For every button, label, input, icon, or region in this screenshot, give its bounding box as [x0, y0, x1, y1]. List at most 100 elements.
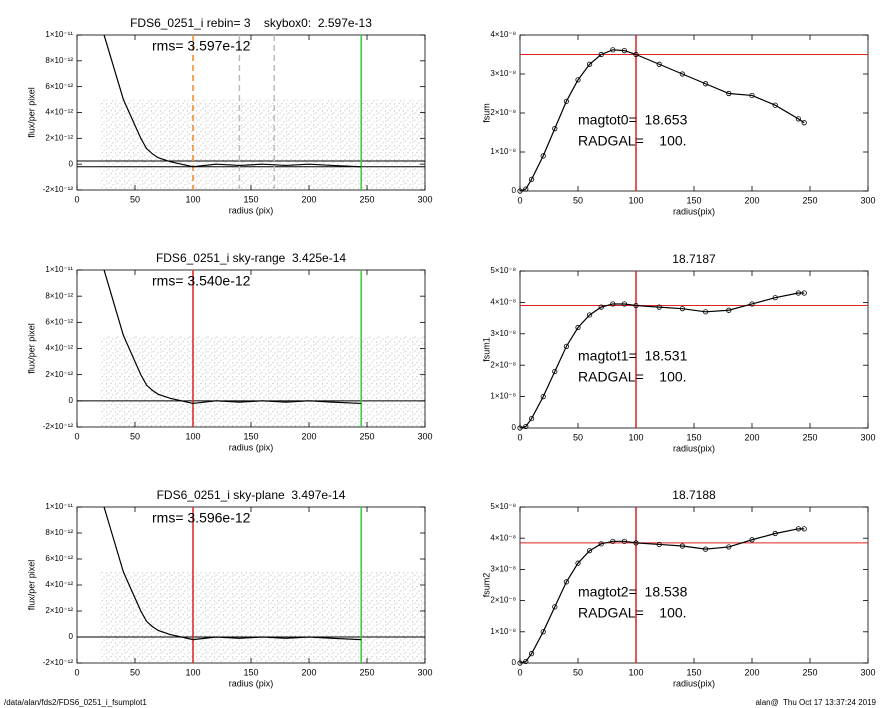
- y-axis-label: flux/per pixel: [26, 87, 36, 138]
- point: [517, 188, 523, 194]
- noise-cloud-texture: [100, 572, 425, 663]
- y-tick-label: 4×10⁻⁸: [490, 30, 516, 39]
- x-tick-label: 200: [744, 195, 759, 205]
- x-tick-label: 150: [686, 432, 701, 442]
- annotation: rms= 3.540e-12: [152, 273, 251, 289]
- chart-title: 18.7187: [672, 252, 716, 266]
- x-tick-label: 100: [628, 432, 643, 442]
- noise-cloud-texture: [100, 335, 425, 427]
- y-tick-label: 8×10⁻¹²: [45, 528, 73, 537]
- point: [749, 537, 755, 543]
- y-tick-label: 4×10⁻¹²: [45, 108, 73, 117]
- x-tick-label: 250: [802, 432, 817, 442]
- y-tick-label: 1×10⁻¹¹: [45, 30, 73, 39]
- point: [610, 301, 616, 307]
- point: [726, 90, 732, 97]
- x-tick-label: 150: [686, 667, 701, 677]
- panel: 18.7188 0 50 100 150 200 250 300 0 1×10⁻⁸ 2×10⁻⁸ 3×…: [481, 488, 875, 688]
- point: [575, 324, 581, 331]
- x-tick-label: 0: [517, 195, 522, 205]
- x-axis-label: radius (pix): [229, 442, 274, 452]
- point: [749, 92, 755, 99]
- y-axis-label: fsum2: [481, 573, 491, 598]
- y-tick-label: 3×10⁻⁸: [490, 69, 516, 78]
- point: [795, 526, 802, 532]
- chart-title: 18.7188: [672, 488, 716, 502]
- x-tick-label: 300: [860, 195, 875, 205]
- point: [801, 526, 807, 532]
- point: [540, 393, 546, 400]
- point: [621, 538, 628, 544]
- y-tick-label: 5×10⁻⁸: [490, 502, 516, 511]
- panel: 0 50 100 150 200 250 300 0 1×10⁻⁸ 2×10⁻⁸ 3×10⁻⁸ 4×1…: [481, 30, 875, 216]
- y-axis-label: flux/per pixel: [26, 560, 36, 611]
- point: [610, 47, 616, 53]
- y-axis-label: fsum: [481, 103, 491, 123]
- point: [552, 126, 558, 132]
- point: [563, 579, 570, 585]
- x-tick-label: 50: [130, 667, 140, 677]
- x-tick-label: 0: [74, 194, 79, 204]
- point: [801, 290, 807, 296]
- y-tick-label: 1×10⁻⁸: [490, 627, 516, 636]
- y-tick-label: 8×10⁻¹²: [45, 291, 73, 300]
- y-axis-label: fsum1: [481, 337, 491, 362]
- point: [586, 548, 593, 554]
- x-tick-label: 300: [417, 431, 432, 441]
- x-tick-label: 150: [243, 667, 258, 677]
- point: [801, 120, 807, 126]
- plot-frame: [519, 270, 869, 429]
- point: [563, 343, 570, 349]
- y-tick-label: 0: [512, 423, 517, 432]
- y-tick-label: 0: [512, 658, 517, 667]
- point: [749, 301, 755, 307]
- panel: FDS6_0251_i sky-range 3.425e-14 0 50 100 150…: [26, 251, 432, 452]
- y-tick-label: 5×10⁻⁸: [490, 266, 516, 275]
- x-tick-label: 0: [517, 432, 522, 442]
- point: [528, 176, 535, 182]
- x-tick-label: 200: [301, 194, 316, 204]
- x-tick-label: 50: [130, 194, 140, 204]
- y-tick-label: 6×10⁻¹²: [45, 82, 73, 91]
- chart-title: FDS6_0251_i sky-range 3.425e-14: [156, 251, 346, 265]
- x-axis-label: radius(pix): [673, 206, 715, 216]
- y-tick-label: 6×10⁻¹²: [45, 317, 73, 326]
- y-tick-label: 4×10⁻⁸: [490, 533, 516, 542]
- point: [633, 540, 639, 546]
- x-tick-label: 50: [573, 195, 583, 205]
- profile-line: [520, 49, 805, 191]
- chart-title: FDS6_0251_i sky-plane 3.497e-14: [157, 488, 346, 502]
- x-tick-label: 200: [301, 667, 316, 677]
- point: [598, 51, 604, 58]
- point: [772, 530, 778, 537]
- y-tick-label: 1×10⁻⁸: [490, 147, 516, 156]
- point: [772, 102, 778, 108]
- point: [598, 541, 604, 547]
- point: [702, 81, 709, 87]
- x-tick-label: 100: [628, 667, 643, 677]
- y-axis-label: flux/per pixel: [26, 323, 36, 374]
- point: [598, 304, 604, 310]
- point: [586, 61, 593, 67]
- x-tick-label: 300: [860, 432, 875, 442]
- y-tick-label: 1×10⁻¹¹: [45, 502, 73, 511]
- x-tick-label: 150: [686, 195, 701, 205]
- profile-line: [103, 507, 362, 641]
- x-tick-label: 50: [573, 432, 583, 442]
- plot-frame: [519, 34, 869, 192]
- point: [552, 368, 558, 375]
- x-tick-label: 100: [185, 431, 200, 441]
- point: [528, 651, 535, 657]
- x-tick-label: 300: [417, 194, 432, 204]
- y-tick-label: 0: [69, 396, 74, 405]
- plot-frame: [519, 506, 869, 664]
- x-tick-label: 150: [243, 194, 258, 204]
- point: [656, 61, 662, 67]
- point: [575, 77, 581, 83]
- annotation: magtot0= 18.653: [578, 112, 688, 128]
- x-axis-label: radius (pix): [229, 678, 274, 688]
- x-tick-label: 200: [301, 431, 316, 441]
- x-tick-label: 50: [130, 431, 140, 441]
- noise-cloud-texture: [100, 99, 425, 190]
- point: [633, 51, 639, 58]
